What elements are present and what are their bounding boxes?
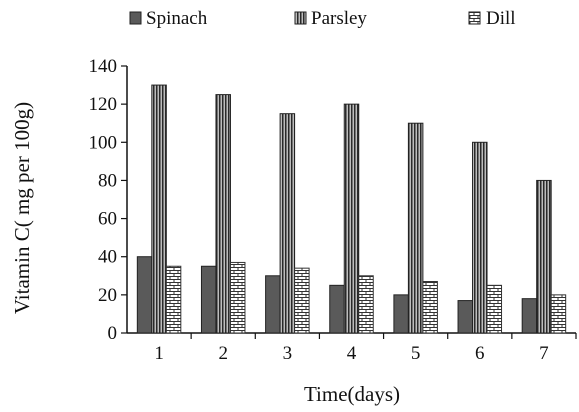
bar-spinach bbox=[393, 294, 409, 334]
bar-parsley bbox=[279, 113, 296, 334]
legend-swatch-spinach bbox=[129, 11, 142, 25]
y-tick-label: 0 bbox=[108, 323, 118, 344]
bar-spinach bbox=[136, 256, 153, 334]
x-tick-label: 3 bbox=[283, 343, 293, 364]
y-tick-label: 100 bbox=[89, 132, 118, 153]
x-tick-label: 2 bbox=[218, 343, 228, 364]
bar-dill bbox=[550, 294, 567, 334]
bar-spinach bbox=[457, 300, 474, 334]
bar-parsley bbox=[536, 179, 552, 334]
legend-label-spinach: Spinach bbox=[146, 8, 208, 29]
bar-spinach bbox=[329, 284, 345, 334]
bar-parsley bbox=[343, 103, 360, 334]
legend: Spinach Parsley Dill bbox=[129, 8, 516, 29]
legend-label-dill: Dill bbox=[486, 8, 516, 29]
legend-swatch-parsley bbox=[294, 11, 307, 25]
x-tick-label: 1 bbox=[154, 343, 164, 364]
bar-dill bbox=[229, 261, 246, 334]
bar-parsley bbox=[472, 141, 488, 334]
x-axis-title: Time(days) bbox=[304, 382, 400, 406]
bar-spinach bbox=[265, 275, 281, 334]
bar-dill bbox=[358, 275, 374, 334]
bar-dill bbox=[294, 267, 310, 334]
y-tick-label: 80 bbox=[98, 170, 117, 191]
y-tick-label: 120 bbox=[89, 94, 118, 115]
y-tick-label: 40 bbox=[98, 247, 117, 268]
bar-spinach bbox=[521, 298, 538, 334]
x-tick-label: 7 bbox=[539, 343, 549, 364]
y-tick-label: 20 bbox=[98, 285, 117, 306]
bar-dill bbox=[422, 281, 438, 334]
y-tick-label: 140 bbox=[89, 56, 118, 77]
bar-parsley bbox=[215, 94, 231, 334]
x-tick-label: 5 bbox=[411, 343, 421, 364]
plot-area: 0 20 40 60 80 100 120 140 1 2 3 4 5 6 7 bbox=[89, 56, 577, 364]
bar-dill bbox=[165, 265, 182, 334]
y-axis-title: Vitamin C( mg per 100g) bbox=[10, 102, 34, 314]
bar-parsley bbox=[407, 122, 424, 334]
legend-swatch-dill bbox=[468, 11, 481, 25]
bar-spinach bbox=[200, 265, 217, 334]
x-tick-label: 4 bbox=[347, 343, 357, 364]
x-tick-label: 6 bbox=[475, 343, 485, 364]
legend-label-parsley: Parsley bbox=[311, 8, 367, 29]
bar-dill bbox=[486, 284, 503, 334]
y-tick-label: 60 bbox=[98, 209, 117, 230]
bar-parsley bbox=[151, 84, 167, 334]
